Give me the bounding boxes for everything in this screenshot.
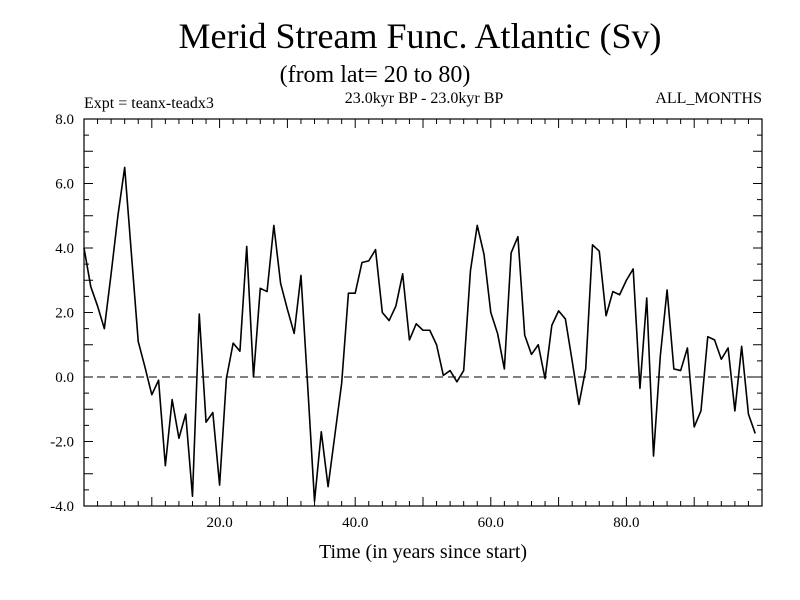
experiment-label: Expt = teanx-teadx3 [84, 95, 214, 112]
axis-tick-labels: 20.0 40.0 60.0 80.0 -4.0 -2.0 0.0 2.0 4.0 6.0 8.0 [50, 112, 639, 531]
y-tick-label: -2.0 [50, 435, 74, 451]
y-tick-label: 8.0 [55, 112, 74, 128]
axis-ticks [84, 119, 762, 506]
x-tick-label: 60.0 [478, 515, 504, 531]
series-line [83, 166, 756, 502]
y-tick-label: 2.0 [55, 306, 74, 322]
chart-title: Merid Stream Func. Atlantic (Sv) [179, 16, 662, 56]
period-label: 23.0kyr BP - 23.0kyr BP [345, 90, 504, 107]
x-tick-label: 80.0 [613, 515, 639, 531]
y-tick-label: 6.0 [55, 177, 74, 193]
y-tick-label: 0.0 [55, 370, 74, 386]
plot-frame [83, 118, 763, 507]
x-tick-label: 20.0 [206, 515, 232, 531]
chart-subtitle: (from lat= 20 to 80) [280, 62, 471, 88]
x-tick-label: 40.0 [342, 515, 368, 531]
months-label: ALL_MONTHS [655, 90, 762, 107]
y-tick-label: -4.0 [50, 499, 74, 515]
y-tick-label: 4.0 [55, 241, 74, 257]
x-axis-label: Time (in years since start) [319, 541, 527, 563]
